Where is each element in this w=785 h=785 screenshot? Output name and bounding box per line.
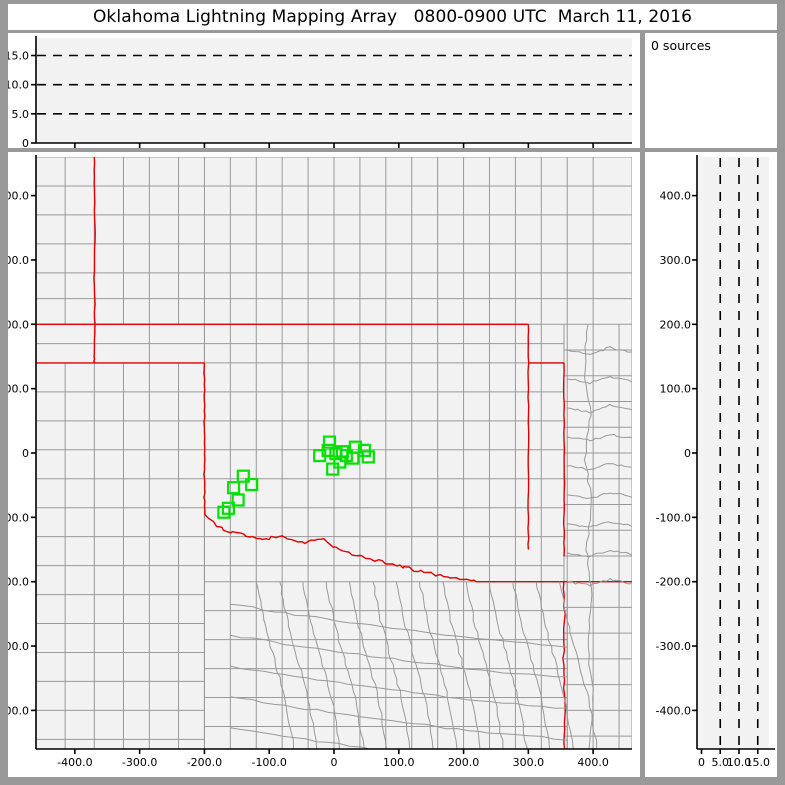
svg-text:-300.0: -300.0 bbox=[656, 640, 691, 653]
svg-text:0: 0 bbox=[331, 756, 338, 769]
sources-count-label: 0 sources bbox=[651, 38, 711, 53]
svg-text:-400.0: -400.0 bbox=[8, 704, 29, 717]
svg-text:-200.0: -200.0 bbox=[187, 756, 222, 769]
height-sources-panel: -400.0 -300.0 -200.0 -100.0 0 100.0 200.0 300.0… bbox=[645, 152, 777, 777]
svg-text:-400.0: -400.0 bbox=[57, 756, 92, 769]
svg-text:0: 0 bbox=[684, 447, 691, 460]
svg-text:15.0: 15.0 bbox=[746, 756, 771, 769]
height-sources-axes: -400.0 -300.0 -200.0 -100.0 0 100.0 200.0 300.0… bbox=[656, 155, 775, 769]
svg-text:400.0: 400.0 bbox=[577, 756, 609, 769]
svg-text:0: 0 bbox=[22, 137, 29, 148]
svg-text:400.0: 400.0 bbox=[660, 190, 692, 203]
sources-panel: 0 sources bbox=[645, 33, 777, 148]
svg-text:10.0: 10.0 bbox=[8, 79, 29, 92]
svg-text:-300.0: -300.0 bbox=[8, 640, 29, 653]
svg-text:-100.0: -100.0 bbox=[8, 511, 29, 524]
svg-text:5.0: 5.0 bbox=[712, 756, 730, 769]
page-title: Oklahoma Lightning Mapping Array 0800-09… bbox=[8, 4, 777, 30]
svg-text:100.0: 100.0 bbox=[8, 383, 29, 396]
time-height-panel: 05.010.015.0-400.0-300.0-200.0-100.00100… bbox=[8, 33, 640, 148]
svg-text:300.0: 300.0 bbox=[8, 254, 29, 267]
svg-text:200.0: 200.0 bbox=[8, 318, 29, 331]
svg-text:10.0: 10.0 bbox=[727, 756, 752, 769]
svg-text:200.0: 200.0 bbox=[448, 756, 480, 769]
svg-text:300.0: 300.0 bbox=[513, 756, 545, 769]
svg-text:200.0: 200.0 bbox=[660, 318, 692, 331]
svg-text:100.0: 100.0 bbox=[383, 756, 415, 769]
svg-text:-200.0: -200.0 bbox=[8, 576, 29, 589]
plan-view-plotarea[interactable] bbox=[36, 157, 632, 749]
lightning-source-marker bbox=[227, 481, 241, 495]
title-text: Oklahoma Lightning Mapping Array 0800-09… bbox=[92, 7, 693, 27]
svg-text:-200.0: -200.0 bbox=[656, 576, 691, 589]
time-height-axes: 05.010.015.0-400.0-300.0-200.0-100.00100… bbox=[8, 36, 632, 148]
svg-text:0: 0 bbox=[22, 447, 29, 460]
svg-text:5.0: 5.0 bbox=[12, 108, 30, 121]
svg-text:100.0: 100.0 bbox=[660, 383, 692, 396]
svg-text:-300.0: -300.0 bbox=[122, 756, 157, 769]
svg-text:0: 0 bbox=[698, 756, 705, 769]
svg-text:300.0: 300.0 bbox=[660, 254, 692, 267]
lightning-source-marker bbox=[217, 505, 231, 519]
lightning-source-marker bbox=[245, 477, 259, 492]
lightning-source-marker bbox=[326, 462, 340, 476]
map-geometry bbox=[36, 157, 632, 749]
plan-view-axes: -400.0 -300.0 -200.0 -100.0 0 100.0 200.0 300.0… bbox=[8, 155, 632, 769]
lightning-source-marker bbox=[333, 455, 347, 469]
lightning-source-marker bbox=[236, 469, 250, 483]
svg-text:-100.0: -100.0 bbox=[656, 511, 691, 524]
lightning-source-marker bbox=[313, 449, 327, 463]
lightning-source-marker bbox=[231, 493, 245, 507]
svg-text:15.0: 15.0 bbox=[8, 50, 29, 63]
plan-view-map-panel: -400.0 -300.0 -200.0 -100.0 0 100.0 200.0 300.0… bbox=[8, 152, 640, 777]
svg-text:-100.0: -100.0 bbox=[251, 756, 286, 769]
lightning-source-marker bbox=[361, 450, 375, 464]
svg-text:400.0: 400.0 bbox=[8, 190, 29, 203]
lightning-source-marker bbox=[346, 451, 360, 465]
svg-text:-400.0: -400.0 bbox=[656, 704, 691, 717]
